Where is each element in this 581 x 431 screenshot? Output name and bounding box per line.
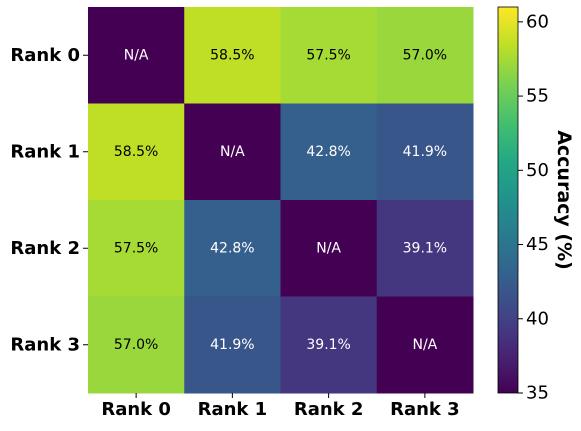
heatmap-cell <box>376 200 474 297</box>
cell-value-label: N/A <box>124 47 149 63</box>
cell-value-label: 42.8% <box>210 240 254 256</box>
cell-value-label: 58.5% <box>114 144 158 160</box>
heatmap-cell <box>280 103 378 201</box>
row-tick-labels: Rank 0 Rank 1 Rank 2 Rank 3 <box>10 45 88 355</box>
colorbar-ticks: 35 40 45 50 55 60 <box>518 11 549 404</box>
cell-value-label: 57.5% <box>306 47 350 63</box>
heatmap-cell <box>376 103 474 201</box>
colorbar-tick-label: 55 <box>526 86 549 107</box>
heatmap-cell <box>88 103 185 201</box>
cell-value-label: 58.5% <box>210 47 254 63</box>
cell-value-label: 41.9% <box>403 144 447 160</box>
heatmap-cell <box>184 296 281 394</box>
column-label: Rank 3 <box>390 399 460 420</box>
cell-value-label: 57.0% <box>403 47 447 63</box>
heatmap-cell <box>376 296 474 394</box>
cell-value-label: 39.1% <box>306 337 350 353</box>
colorbar: 35 40 45 50 55 60 Accuracy (%) <box>497 6 575 404</box>
colorbar-tick-label: 45 <box>526 234 549 255</box>
cell-value-label: N/A <box>412 337 437 353</box>
cell-value-label: 42.8% <box>306 144 350 160</box>
heatmap-cell <box>376 7 474 104</box>
cell-value-label: 57.5% <box>114 240 158 256</box>
cell-value-label: 57.0% <box>114 337 158 353</box>
heatmap-cell <box>280 200 378 297</box>
row-label: Rank 0 <box>10 45 80 66</box>
cell-value-label: 39.1% <box>403 240 447 256</box>
colorbar-gradient <box>497 6 519 394</box>
heatmap-cell <box>184 103 281 201</box>
column-label: Rank 2 <box>294 399 364 420</box>
colorbar-tick-label: 35 <box>526 383 549 404</box>
column-tick-labels: Rank 0 Rank 1 Rank 2 Rank 3 <box>101 393 460 420</box>
heatmap-cell <box>280 296 378 394</box>
heatmap-cell <box>184 7 281 104</box>
colorbar-tick-label: 40 <box>526 308 549 329</box>
column-label: Rank 1 <box>198 399 268 420</box>
column-label: Rank 0 <box>101 399 171 420</box>
row-label: Rank 2 <box>10 238 80 259</box>
heatmap-cell <box>88 296 185 394</box>
heatmap-cell <box>184 200 281 297</box>
colorbar-label: Accuracy (%) <box>553 130 575 270</box>
cell-value-label: N/A <box>220 144 245 160</box>
heatmap-cell <box>88 7 185 104</box>
colorbar-tick-label: 60 <box>526 11 549 32</box>
heatmap-cell <box>280 7 378 104</box>
row-label: Rank 1 <box>10 141 80 162</box>
row-label: Rank 3 <box>10 334 80 355</box>
cell-value-label: 41.9% <box>210 337 254 353</box>
heatmap-cells: N/A 58.5% 57.5% 57.0% 58.5% N/A 42.8% 41.9% 57.5… <box>88 7 474 394</box>
cell-value-label: N/A <box>316 240 341 256</box>
colorbar-tick-label: 50 <box>526 160 549 181</box>
heatmap-cell <box>88 200 185 297</box>
